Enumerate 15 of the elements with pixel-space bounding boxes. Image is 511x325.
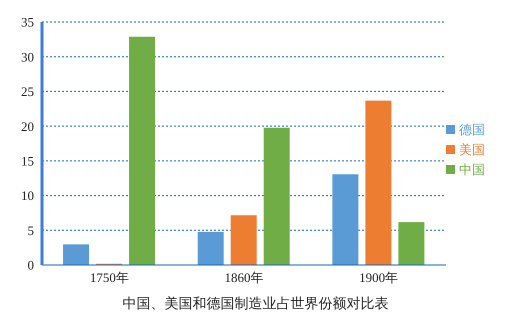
y-tick-label: 25 (21, 84, 34, 100)
y-tick-label: 35 (21, 14, 34, 30)
y-tick-label: 0 (28, 258, 34, 273)
x-tick-label: 1900年 (359, 270, 398, 286)
x-tick-label: 1860年 (224, 270, 264, 286)
y-tick-label: 10 (21, 188, 34, 204)
legend-label: 中国 (459, 162, 485, 178)
y-tick-label: 30 (21, 49, 34, 64)
legend-label: 美国 (459, 142, 485, 158)
text: 中国、美国和德国制造业占世界份额对比表 (122, 295, 390, 313)
y-tick-label: 15 (21, 153, 34, 168)
legend-label: 德国 (459, 122, 485, 138)
y-tick-label: 20 (21, 118, 34, 134)
y-tick-label: 5 (28, 222, 34, 238)
x-tick-label: 1750年 (90, 270, 129, 286)
